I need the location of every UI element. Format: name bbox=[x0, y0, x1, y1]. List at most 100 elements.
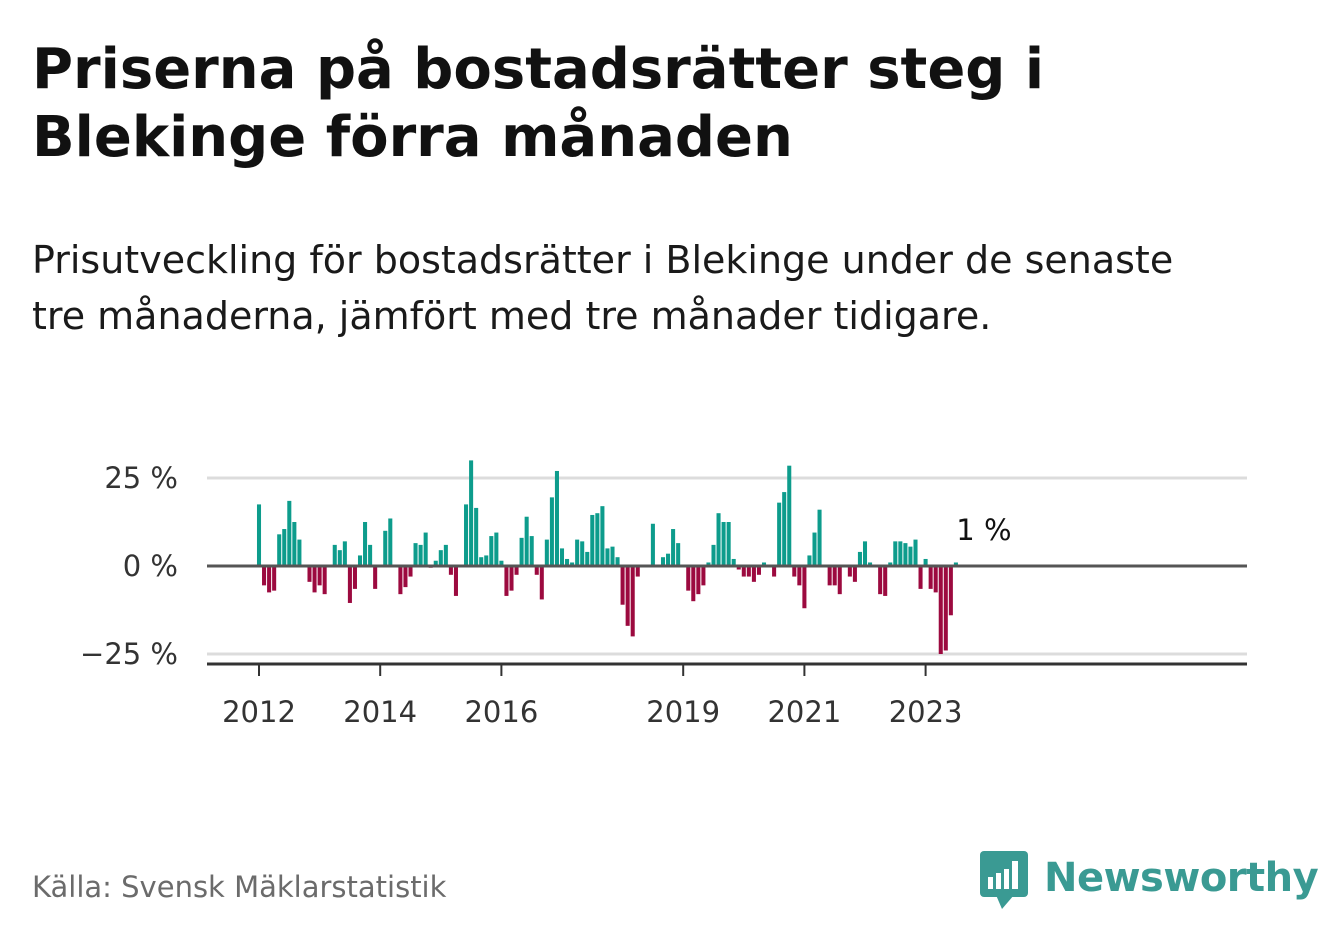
bar bbox=[312, 566, 317, 593]
bar bbox=[721, 522, 726, 566]
bar-chart: 25 % 0 % −25 % 2012 2014 2016 2019 2021 2023 1 … bbox=[80, 460, 1247, 729]
bar bbox=[777, 502, 782, 566]
bar bbox=[847, 566, 852, 577]
bar bbox=[751, 566, 756, 582]
bar bbox=[953, 562, 958, 566]
x-tick-label: 2016 bbox=[464, 695, 538, 729]
bar bbox=[802, 566, 807, 609]
bar bbox=[418, 544, 423, 566]
bar bbox=[398, 566, 403, 595]
bar bbox=[256, 504, 262, 566]
bar bbox=[489, 536, 494, 566]
bar bbox=[282, 529, 287, 566]
bar bbox=[539, 566, 544, 600]
bar bbox=[383, 530, 388, 566]
x-tick-label: 2019 bbox=[646, 695, 720, 729]
bar bbox=[852, 566, 857, 582]
bar bbox=[292, 522, 297, 566]
x-tick-label: 2014 bbox=[343, 695, 417, 729]
bar bbox=[262, 566, 267, 586]
x-tick-label: 2012 bbox=[222, 695, 296, 729]
bar bbox=[761, 562, 767, 566]
chart-subtitle: Prisutveckling för bostadsrätter i Bleki… bbox=[32, 238, 1174, 338]
bar bbox=[837, 566, 842, 595]
bar bbox=[509, 566, 514, 591]
bar bbox=[898, 541, 903, 566]
bar bbox=[812, 532, 817, 566]
bar bbox=[832, 566, 837, 586]
bar bbox=[797, 566, 802, 586]
bar bbox=[363, 522, 368, 566]
bar bbox=[544, 539, 549, 566]
bar bbox=[433, 560, 438, 566]
bar bbox=[342, 541, 347, 566]
bar bbox=[716, 513, 721, 566]
bar bbox=[660, 557, 666, 566]
bar bbox=[585, 551, 590, 566]
bar bbox=[706, 562, 711, 566]
bar bbox=[479, 557, 484, 566]
bar bbox=[888, 562, 893, 566]
bar bbox=[746, 566, 751, 577]
bar bbox=[287, 500, 292, 566]
bar bbox=[827, 566, 832, 586]
x-axis-ticks: 2012 2014 2016 2019 2021 2023 bbox=[222, 664, 963, 729]
bar bbox=[948, 566, 953, 616]
bar bbox=[499, 560, 504, 566]
bar bbox=[857, 551, 862, 566]
y-tick-label: 0 % bbox=[123, 549, 178, 583]
bar bbox=[448, 566, 453, 575]
bar bbox=[534, 566, 539, 575]
bar bbox=[756, 566, 761, 575]
bar bbox=[731, 558, 736, 566]
bar bbox=[701, 566, 706, 586]
bar bbox=[807, 555, 812, 566]
bar bbox=[625, 566, 630, 626]
bar bbox=[504, 566, 509, 596]
bar bbox=[474, 507, 479, 566]
bar bbox=[610, 546, 615, 566]
bar bbox=[438, 550, 443, 566]
y-tick-label: −25 % bbox=[80, 637, 178, 671]
bar bbox=[337, 550, 342, 566]
y-axis-ticks: 25 % 0 % −25 % bbox=[80, 461, 178, 671]
bar bbox=[817, 509, 822, 566]
source-note: Källa: Svensk Mäklarstatistik bbox=[32, 870, 447, 904]
bar bbox=[443, 544, 448, 566]
bar bbox=[676, 543, 681, 566]
bar bbox=[635, 566, 640, 577]
bar bbox=[943, 566, 948, 651]
bar bbox=[519, 537, 524, 566]
bar bbox=[559, 548, 565, 566]
bar bbox=[368, 544, 373, 566]
newsworthy-logo: Newsworthy bbox=[980, 846, 1319, 910]
bar bbox=[352, 566, 357, 589]
bar bbox=[600, 506, 605, 566]
bar bbox=[408, 566, 413, 577]
bar bbox=[549, 497, 554, 566]
bar bbox=[554, 470, 559, 566]
bar bbox=[453, 566, 458, 596]
bar bbox=[413, 543, 418, 566]
bar bbox=[620, 566, 625, 605]
bar bbox=[570, 562, 575, 566]
bar bbox=[514, 566, 519, 575]
chart-title: Priserna på bostadsrätter steg i Bleking… bbox=[32, 37, 1045, 170]
bar bbox=[913, 539, 918, 566]
logo-text: Newsworthy bbox=[1044, 855, 1319, 901]
grid-lines bbox=[207, 476, 1247, 656]
bar bbox=[297, 539, 302, 566]
bar bbox=[938, 566, 943, 654]
x-tick-label: 2023 bbox=[889, 695, 963, 729]
bar bbox=[868, 562, 873, 566]
bar bbox=[605, 548, 610, 566]
bar bbox=[307, 566, 312, 582]
bar bbox=[580, 541, 585, 566]
bar bbox=[691, 566, 696, 602]
bar bbox=[272, 566, 277, 591]
bar bbox=[782, 492, 787, 566]
bar bbox=[590, 514, 595, 566]
bar bbox=[469, 460, 474, 566]
bar bbox=[267, 566, 272, 593]
bar bbox=[726, 522, 731, 566]
